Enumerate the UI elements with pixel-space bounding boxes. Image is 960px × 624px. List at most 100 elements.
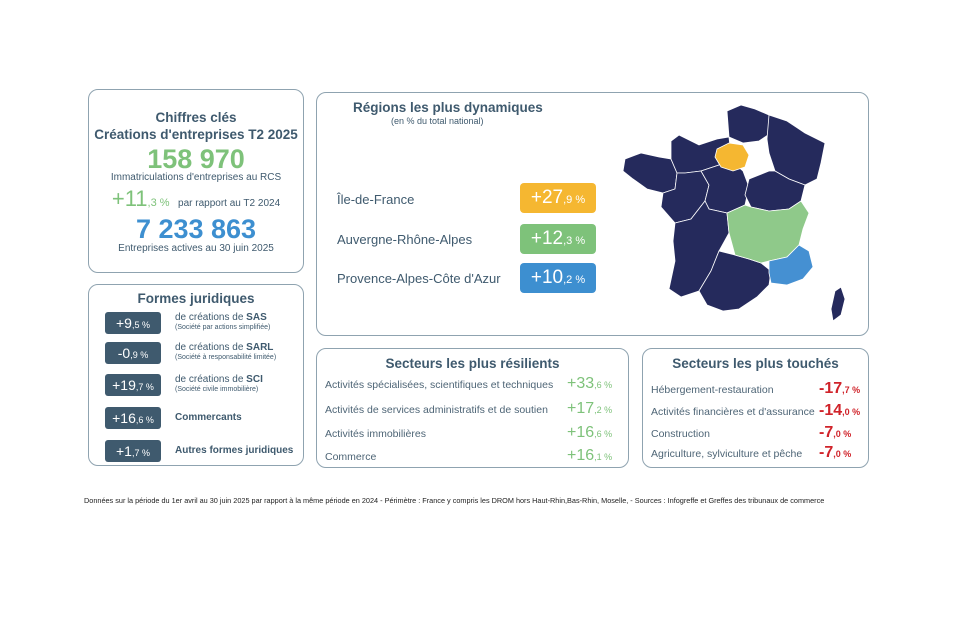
value-main: -7 <box>819 424 834 441</box>
map-region-hauts-de-france <box>726 104 772 144</box>
map-region-ile-de-france <box>714 142 750 172</box>
legal-form-label: Autres formes juridiques <box>175 445 294 456</box>
growth-main: +11 <box>111 186 148 211</box>
map-region-grand-est <box>766 114 826 186</box>
legal-form-badge: +16,6 % <box>105 407 161 429</box>
sector-label: Activités financières et d'assurance <box>651 406 815 418</box>
map-region-auvergne-rhone-alpes <box>726 200 810 264</box>
map-region-corse <box>830 286 846 322</box>
sector-value: +16,1 % <box>567 447 612 465</box>
value-decimal: ,6 % <box>594 429 613 439</box>
value-decimal: ,6 % <box>594 380 613 390</box>
sector-value: +33,6 % <box>567 375 612 393</box>
value-main: -17 <box>819 380 843 397</box>
sector-value: +16,6 % <box>567 424 612 442</box>
badge-main: +12 <box>530 228 564 249</box>
badge-decimal: ,7 % <box>131 448 150 458</box>
badge-main: +27 <box>530 187 564 208</box>
sector-label: Construction <box>651 428 710 440</box>
legal-form-badge: +1,7 % <box>105 440 161 462</box>
legal-form-row: +19,7 % de créations de SCI (Société civi… <box>105 374 301 396</box>
value-decimal: ,0 % <box>833 449 852 459</box>
sector-value: -14,0 % <box>819 402 860 420</box>
sector-label: Activités de services administratifs et … <box>325 404 548 416</box>
affected-sector-row: Construction -7,0 % <box>651 424 866 444</box>
badge-main: +9 <box>116 315 132 331</box>
resilient-sector-row: Activités spécialisées, scientifiques et… <box>325 375 620 395</box>
affected-sector-row: Hébergement-restauration -17,7 % <box>651 380 866 400</box>
sector-value: +17,2 % <box>567 400 612 418</box>
label-sub: (Société à responsabilité limitée) <box>175 354 277 361</box>
label-prefix: de créations de <box>175 342 247 353</box>
footnote: Données sur la période du 1er avril au 3… <box>84 496 825 505</box>
region-badge-paca: +10,2 % <box>520 263 596 293</box>
region-badge-idf: +27,9 % <box>520 183 596 213</box>
affected-sector-row: Agriculture, sylviculture et pêche -7,0 … <box>651 444 866 464</box>
map-region-paca <box>768 244 814 286</box>
sector-label: Hébergement-restauration <box>651 384 774 396</box>
legal-form-badge: +19,7 % <box>105 374 161 396</box>
sector-label: Activités immobilières <box>325 428 426 440</box>
growth-figure: +11,3 % par rapport au T2 2024 <box>89 186 303 212</box>
badge-main: +19 <box>112 377 136 393</box>
value-main: +16 <box>567 447 595 464</box>
regions-card: Régions les plus dynamiques (en % du tot… <box>316 92 869 336</box>
legal-forms-title: Formes juridiques <box>137 291 255 306</box>
value-decimal: ,2 % <box>594 405 613 415</box>
map-region-centre <box>700 160 750 214</box>
region-badge-ara: +12,3 % <box>520 224 596 254</box>
resilient-sectors-card: Secteurs les plus résilients Activités s… <box>316 348 629 468</box>
legal-form-badge: +9,5 % <box>105 312 161 334</box>
legal-form-badge: -0,9 % <box>105 342 161 364</box>
badge-main: +16 <box>112 410 136 426</box>
regions-title: Régions les plus dynamiques <box>353 100 543 115</box>
resilient-sectors-title: Secteurs les plus résilients <box>385 356 560 371</box>
label-bold: SCI <box>246 374 263 385</box>
value-decimal: ,0 % <box>842 407 861 417</box>
legal-form-row: +1,7 % Autres formes juridiques <box>105 440 301 462</box>
sector-label: Activités spécialisées, scientifiques et… <box>325 379 554 391</box>
affected-sector-row: Activités financières et d'assurance -14… <box>651 402 866 422</box>
key-figures-subtitle: Créations d'entreprises T2 2025 <box>94 127 298 142</box>
key-figures-title: Chiffres clés <box>155 110 237 125</box>
legal-form-row: +16,6 % Commercants <box>105 407 301 429</box>
badge-decimal: ,9 % <box>130 350 149 360</box>
region-name-paca: Provence-Alpes-Côte d'Azur <box>337 271 501 286</box>
key-figures-card: Chiffres clés Créations d'entreprises T2… <box>88 89 304 273</box>
label-bold: SARL <box>246 342 274 353</box>
resilient-sector-row: Commerce +16,1 % <box>325 447 620 467</box>
sector-label: Agriculture, sylviculture et pêche <box>651 448 803 460</box>
value-main: +33 <box>567 375 595 392</box>
active-companies-value: 7 233 863 <box>135 214 257 244</box>
legal-form-label: de créations de SAS (Société par actions … <box>175 312 270 332</box>
map-region-bretagne <box>622 152 678 194</box>
badge-main: -0 <box>117 345 131 361</box>
registrations-value: 158 970 <box>147 144 245 174</box>
sector-value: -17,7 % <box>819 380 860 398</box>
legal-forms-card: Formes juridiques +9,5 % de créations de… <box>88 284 304 466</box>
legal-form-label: Commercants <box>175 412 242 423</box>
affected-sectors-title: Secteurs les plus touchés <box>672 356 839 371</box>
value-decimal: ,7 % <box>842 385 861 395</box>
badge-main: +1 <box>116 443 132 459</box>
label-sub: (Société par actions simplifiée) <box>175 324 271 331</box>
sector-value: -7,0 % <box>819 444 851 462</box>
region-name-idf: Île-de-France <box>337 192 415 207</box>
sector-label: Commerce <box>325 451 377 463</box>
badge-decimal: ,3 % <box>563 235 586 247</box>
badge-decimal: ,7 % <box>135 382 154 392</box>
value-main: +16 <box>567 424 595 441</box>
affected-sectors-card: Secteurs les plus touchés Hébergement-re… <box>642 348 869 468</box>
badge-decimal: ,9 % <box>563 194 586 206</box>
regions-subtitle: (en % du total national) <box>391 116 484 126</box>
value-decimal: ,0 % <box>833 429 852 439</box>
legal-form-row: -0,9 % de créations de SARL (Société à re… <box>105 342 301 364</box>
legal-form-label: de créations de SARL (Société à responsab… <box>175 342 276 362</box>
registrations-label: Immatriculations d'entreprises au RCS <box>110 172 282 183</box>
sector-value: -7,0 % <box>819 424 851 442</box>
legal-form-row: +9,5 % de créations de SAS (Société par a… <box>105 312 301 334</box>
growth-label: par rapport au T2 2024 <box>178 198 281 209</box>
legal-form-label: de créations de SCI (Société civile immob… <box>175 374 263 394</box>
resilient-sector-row: Activités immobilières +16,6 % <box>325 424 620 444</box>
value-decimal: ,1 % <box>594 452 613 462</box>
